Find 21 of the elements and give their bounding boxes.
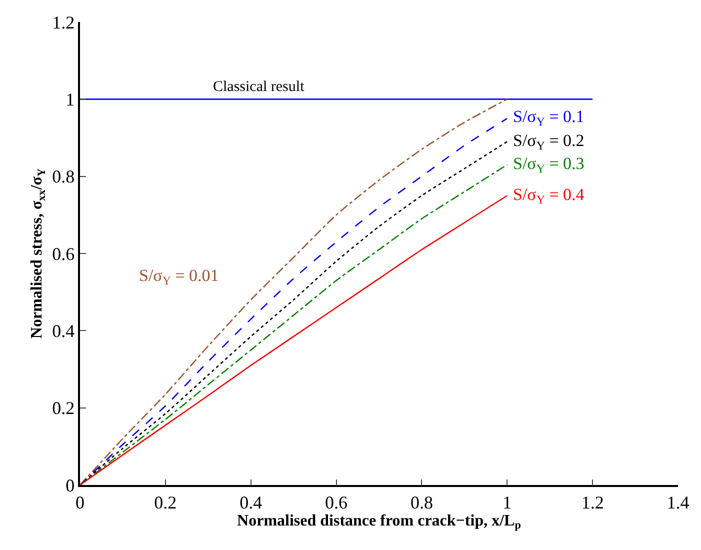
series-label: S/σ$_{Y}$ = 0.3: [513, 154, 584, 176]
series-label: S/σ$_{Y}$ = 0.4: [513, 185, 585, 207]
x-axis-title: Normalised distance from crack−tip, x/L$_{p}$: [237, 512, 521, 532]
x-tick-label: 1.4: [666, 492, 690, 512]
x-tick-label: 0.4: [240, 492, 262, 512]
y-tick-label: 1: [66, 89, 75, 110]
series-label: S/σ$_{Y}$ = 0.01: [139, 266, 219, 288]
y-tick-label: 0.4: [52, 320, 75, 341]
y-tick-label: 0.8: [52, 166, 75, 187]
x-tick-label: 0.8: [410, 492, 433, 512]
series-label: S/σ$_{Y}$ = 0.2: [513, 131, 584, 153]
x-tick-label: 1.2: [581, 492, 604, 512]
series-label: S/σ$_{Y}$ = 0.1: [513, 107, 584, 129]
x-tick-label: 1: [502, 492, 512, 512]
y-tick-label: 0.2: [52, 398, 75, 418]
x-tick-label: 0.6: [325, 492, 348, 512]
x-tick-label: 0.2: [154, 492, 177, 512]
y-tick-label: 0: [66, 475, 75, 496]
annotation: Classical result: [213, 79, 306, 95]
y-tick-label: 0.6: [52, 244, 75, 264]
y-tick-label: 1.2: [52, 12, 75, 32]
